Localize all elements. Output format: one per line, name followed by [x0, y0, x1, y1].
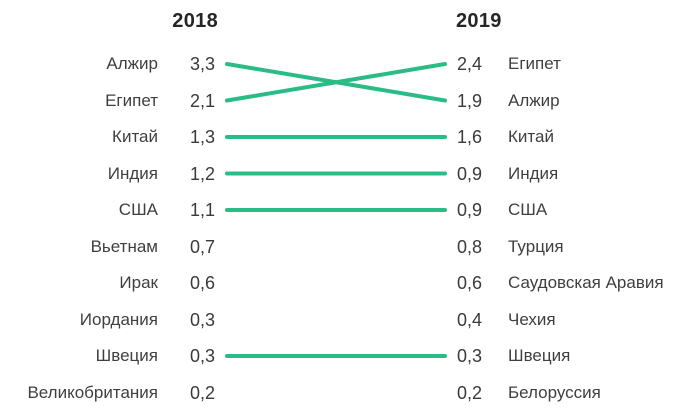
- country-value: 0,9: [457, 200, 483, 220]
- country-label: Чехия: [508, 309, 556, 329]
- column-header-2018: 2018: [172, 10, 218, 32]
- table-row: 1,9 Алжир: [457, 82, 700, 119]
- left-column-2018: Алжир 3,3 Египет 2,1 Китай 1,3 Индия 1,2…: [0, 46, 215, 411]
- table-row: Великобритания 0,2: [0, 374, 215, 411]
- country-label: Швеция: [508, 346, 571, 365]
- country-value: 2,1: [189, 90, 215, 111]
- country-value: 0,3: [457, 346, 483, 366]
- table-row: Ирак 0,6: [0, 265, 215, 302]
- country-value: 0,6: [457, 273, 483, 293]
- country-value: 0,7: [189, 236, 215, 257]
- table-row: Китай 1,3: [0, 119, 215, 156]
- country-label: Алжир: [106, 54, 158, 73]
- country-value: 1,1: [189, 200, 215, 220]
- table-row: 0,4 Чехия: [457, 301, 700, 338]
- country-value: 1,3: [189, 127, 215, 147]
- country-label: Индия: [508, 163, 559, 183]
- country-value: 0,2: [457, 382, 483, 403]
- country-value: 0,3: [189, 346, 215, 366]
- country-value: 2,4: [457, 54, 483, 74]
- table-row: 0,2 Белоруссия: [457, 374, 700, 411]
- country-label: Великобритания: [27, 382, 158, 402]
- country-value: 1,2: [189, 163, 215, 184]
- table-row: Индия 1,2: [0, 155, 215, 192]
- country-label: Швеция: [95, 346, 158, 365]
- right-column-2019: 2,4 Египет 1,9 Алжир 1,6 Китай 0,9 Индия…: [457, 46, 700, 411]
- country-label: США: [118, 200, 158, 219]
- country-value: 3,3: [189, 54, 215, 74]
- table-row: 0,6 Саудовская Аравия: [457, 265, 700, 302]
- country-value: 1,6: [457, 127, 483, 147]
- country-value: 0,2: [189, 382, 215, 403]
- country-label: Китай: [112, 127, 158, 146]
- table-row: США 1,1: [0, 192, 215, 229]
- country-label: Египет: [508, 54, 561, 73]
- column-header-2019: 2019: [456, 10, 502, 32]
- table-row: Швеция 0,3: [0, 338, 215, 375]
- table-row: Иордания 0,3: [0, 301, 215, 338]
- country-label: Иордания: [79, 309, 158, 329]
- country-value: 1,9: [457, 90, 483, 111]
- slope-line-Египет: [225, 62, 447, 103]
- country-label: Египет: [105, 90, 158, 110]
- country-value: 0,3: [189, 309, 215, 330]
- table-row: 0,8 Турция: [457, 228, 700, 265]
- country-value: 0,8: [457, 236, 483, 257]
- table-row: 0,9 США: [457, 192, 700, 229]
- country-label: США: [508, 200, 548, 219]
- country-value: 0,4: [457, 309, 483, 330]
- table-row: 1,6 Китай: [457, 119, 700, 156]
- country-label: Саудовская Аравия: [508, 273, 664, 292]
- country-label: Белоруссия: [508, 382, 601, 402]
- country-label: Китай: [508, 127, 554, 146]
- table-row: Египет 2,1: [0, 82, 215, 119]
- slope-line-Алжир: [225, 62, 447, 103]
- country-label: Алжир: [508, 90, 560, 110]
- country-label: Индия: [107, 163, 158, 183]
- table-row: 0,9 Индия: [457, 155, 700, 192]
- table-row: 2,4 Египет: [457, 46, 700, 83]
- country-value: 0,9: [457, 163, 483, 184]
- table-row: Вьетнам 0,7: [0, 228, 215, 265]
- table-row: Алжир 3,3: [0, 46, 215, 83]
- country-label: Вьетнам: [90, 236, 158, 256]
- country-label: Ирак: [119, 273, 158, 292]
- country-value: 0,6: [189, 273, 215, 293]
- table-row: 0,3 Швеция: [457, 338, 700, 375]
- country-label: Турция: [508, 236, 564, 256]
